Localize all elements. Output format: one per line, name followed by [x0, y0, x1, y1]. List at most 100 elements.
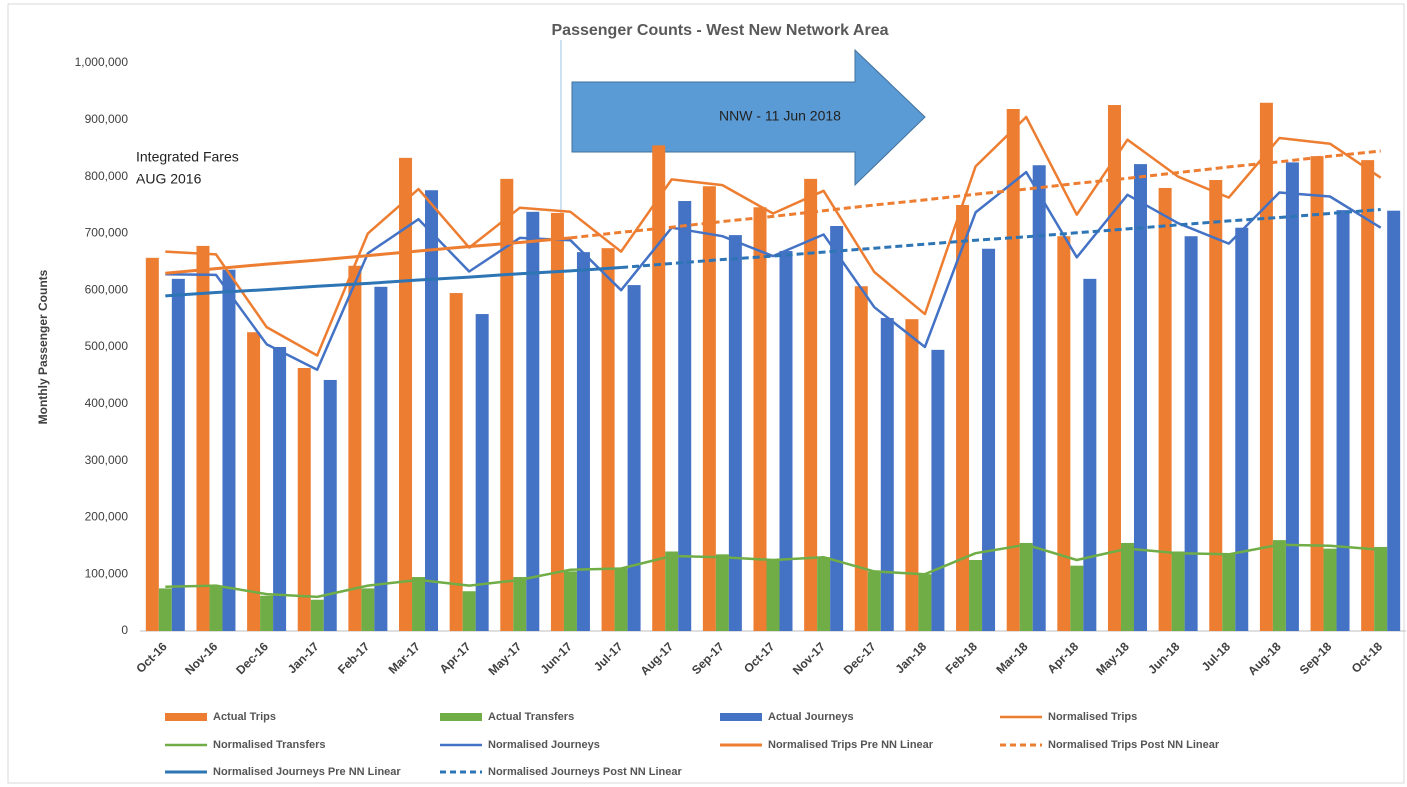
bar: [462, 591, 476, 631]
bar: [918, 574, 932, 631]
bar: [867, 571, 881, 631]
bar: [412, 577, 426, 631]
bar: [715, 554, 729, 631]
bar: [513, 577, 527, 631]
bar: [1083, 278, 1097, 631]
bar: [1336, 210, 1350, 631]
bar: [753, 207, 767, 631]
y-tick-label: 700,000: [85, 226, 129, 240]
x-tick-label: Dec-17: [841, 639, 879, 677]
bar: [260, 595, 274, 631]
line: [165, 266, 622, 298]
x-tick-label: Dec-16: [233, 639, 271, 677]
chart-frame: [7, 3, 1405, 784]
x-tick-label: Sep-17: [689, 639, 727, 677]
x-tick-label: Mar-18: [993, 639, 1030, 676]
legend-label: Actual Journeys: [768, 711, 854, 723]
x-tick-label: Nov-17: [790, 639, 828, 677]
bar: [728, 235, 742, 631]
y-tick-label: 100,000: [85, 566, 129, 580]
bar: [425, 190, 439, 631]
y-tick-label: 900,000: [85, 112, 129, 126]
bar: [931, 349, 945, 631]
y-axis-label: Monthly Passenger Counts: [36, 269, 50, 424]
chart-title: Passenger Counts - West New Network Area: [552, 22, 889, 39]
legend-label: Normalised Journeys Pre NN Linear: [213, 766, 401, 778]
bar: [247, 332, 261, 631]
bar: [766, 560, 780, 631]
line: [165, 236, 571, 275]
bar: [1374, 546, 1388, 631]
y-tick-label: 400,000: [85, 396, 129, 410]
x-tick-label: Nov-16: [182, 639, 220, 677]
x-tick-label: Jan-17: [285, 639, 322, 676]
bar: [222, 269, 236, 631]
bar: [158, 588, 172, 631]
bar: [1387, 210, 1401, 631]
line: [165, 170, 1382, 371]
y-tick-label: 200,000: [85, 510, 129, 524]
bar: [1158, 187, 1172, 631]
bar: [1184, 236, 1198, 632]
x-tick-label: Aug-17: [637, 639, 676, 678]
y-tick-label: 300,000: [85, 453, 129, 467]
line: [165, 543, 1381, 599]
legend-swatch: [720, 713, 762, 721]
bar: [779, 251, 793, 631]
bar: [1006, 109, 1020, 632]
line: [165, 115, 1382, 357]
x-tick-label: May-18: [1093, 639, 1132, 678]
x-tick-label: Apr-17: [437, 639, 474, 676]
bar: [969, 560, 983, 631]
bar: [665, 551, 679, 631]
bar: [374, 286, 388, 631]
bar: [310, 599, 324, 631]
legend-label: Normalised Trips Pre NN Linear: [768, 739, 934, 751]
bar: [1070, 565, 1084, 631]
bar: [601, 248, 615, 631]
bar: [804, 178, 818, 631]
bar: [500, 178, 514, 631]
legend-label: Actual Transfers: [488, 711, 574, 723]
annotation: Integrated Fares: [136, 149, 239, 165]
bar: [1057, 236, 1071, 632]
bar: [702, 186, 716, 632]
annotation: AUG 2016: [136, 171, 202, 187]
bar: [1107, 105, 1121, 632]
legend-label: Normalised Journeys Post NN Linear: [488, 766, 682, 778]
bar: [678, 201, 692, 632]
bar: [880, 318, 894, 631]
bar: [982, 248, 996, 631]
x-tick-label: Feb-18: [943, 639, 980, 676]
bar: [956, 205, 970, 631]
bar: [1032, 165, 1046, 632]
y-tick-label: 0: [121, 623, 128, 637]
bar: [1171, 551, 1185, 631]
bar: [1133, 164, 1147, 631]
bar: [196, 245, 210, 631]
bar: [475, 314, 489, 631]
bar: [1209, 180, 1223, 631]
x-tick-label: Jul-18: [1199, 639, 1234, 674]
x-tick-label: Jan-18: [892, 639, 929, 676]
bar: [171, 278, 185, 631]
legend-label: Actual Trips: [213, 711, 276, 723]
legend-label: Normalised Transfers: [213, 739, 326, 751]
bar: [323, 379, 337, 631]
bar: [526, 211, 540, 632]
line: [570, 149, 1381, 240]
y-tick-label: 600,000: [85, 282, 129, 296]
bar: [1361, 160, 1375, 632]
bar: [399, 157, 413, 631]
x-tick-label: Jun-18: [1145, 639, 1182, 676]
bar: [145, 257, 159, 631]
bar: [1323, 548, 1337, 631]
x-tick-label: May-17: [485, 639, 524, 678]
bar: [449, 293, 463, 631]
legend-label: Normalised Trips: [1048, 711, 1137, 723]
legend-swatch: [440, 713, 482, 721]
bar: [576, 252, 590, 632]
bar: [854, 286, 868, 631]
bar: [627, 285, 641, 631]
